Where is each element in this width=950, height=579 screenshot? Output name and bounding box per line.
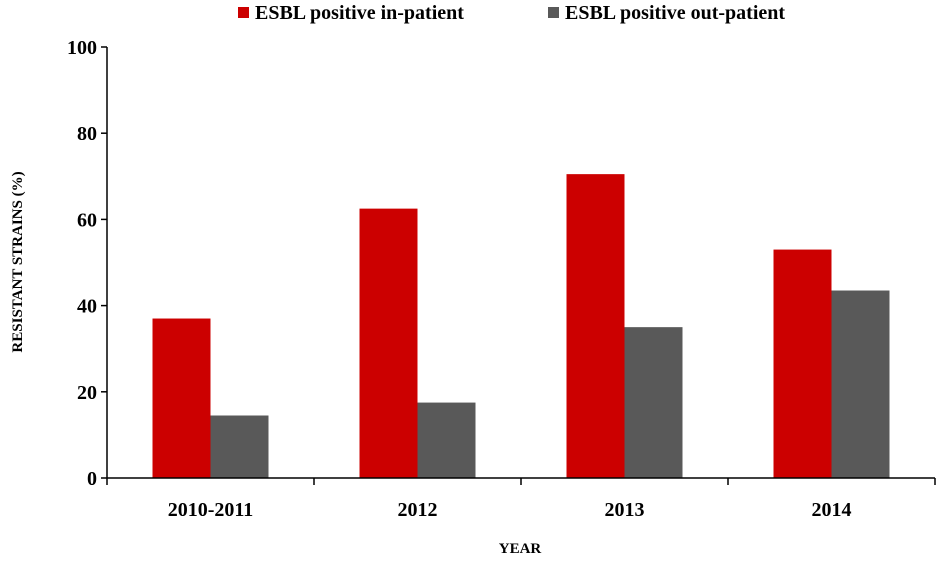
- x-tick-label: 2013: [605, 499, 645, 521]
- legend-swatch-out-patient: [548, 7, 559, 18]
- y-tick-label: 100: [67, 37, 97, 59]
- y-tick-label: 0: [87, 468, 97, 490]
- y-tick-label: 60: [77, 209, 97, 231]
- legend: ESBL positive in-patient ESBL positive ou…: [238, 2, 785, 24]
- y-tick-label: 40: [77, 296, 97, 318]
- axes-group: 0 20 40 60 80 100 2010-2011 2012 2013 2014: [67, 37, 936, 521]
- bar-out-patient-2013: ESBL positive out-patient 2013: 35: [624, 327, 683, 478]
- legend-label-out-patient: ESBL positive out-patient: [565, 2, 785, 24]
- x-tick-label: 2014: [812, 499, 852, 521]
- bar-out-patient-2014: ESBL positive out-patient 2014: 43.5: [831, 290, 890, 478]
- x-tick-label: 2012: [398, 499, 438, 521]
- bar-out-patient-2012: ESBL positive out-patient 2012: 17.5: [417, 402, 476, 478]
- bar-in-patient-2012: ESBL positive in-patient 2012: 62.5: [359, 208, 418, 478]
- legend-swatch-in-patient: [238, 7, 249, 18]
- bar-in-patient-2013: ESBL positive in-patient 2013: 70.5: [566, 174, 625, 478]
- y-axis-title: RESISTANT STRAINS (%): [10, 171, 26, 352]
- bars-group: ESBL positive in-patient 2010-2011: 37ES…: [152, 174, 890, 478]
- x-axis-title: YEAR: [499, 541, 542, 557]
- x-tick-label: 2010-2011: [168, 499, 254, 521]
- legend-label-in-patient: ESBL positive in-patient: [255, 2, 464, 24]
- bar-in-patient-2014: ESBL positive in-patient 2014: 53: [773, 249, 832, 478]
- y-tick-label: 20: [77, 382, 97, 404]
- y-tick-label: 80: [77, 123, 97, 145]
- bar-out-patient-2010-2011: ESBL positive out-patient 2010-2011: 14.…: [210, 415, 269, 478]
- bar-in-patient-2010-2011: ESBL positive in-patient 2010-2011: 37: [152, 318, 211, 478]
